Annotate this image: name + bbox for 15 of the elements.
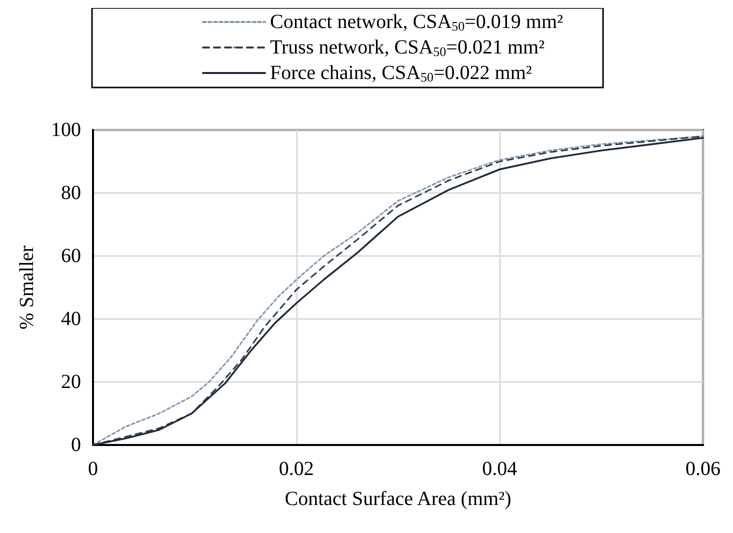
legend-label: Truss network, CSA50=0.021 mm² xyxy=(270,36,545,59)
y-axis-title: % Smaller xyxy=(16,245,38,330)
x-tick-label: 0.06 xyxy=(686,458,720,480)
y-tick-label: 80 xyxy=(61,182,81,204)
y-tick-label: 40 xyxy=(61,308,81,330)
x-axis-title: Contact Surface Area (mm²) xyxy=(284,488,512,510)
legend-label: Force chains, CSA50=0.022 mm² xyxy=(270,62,532,84)
legend-label: Contact network, CSA50=0.019 mm² xyxy=(270,11,564,34)
x-tick-label: 0.04 xyxy=(482,458,518,480)
x-tick-label: 0.02 xyxy=(278,458,314,480)
y-tick-label: 100 xyxy=(51,119,81,141)
y-tick-label: 60 xyxy=(61,245,81,267)
x-tick-label: 0 xyxy=(88,458,98,480)
y-tick-label: 0 xyxy=(71,434,81,456)
y-tick-label: 20 xyxy=(61,371,81,393)
